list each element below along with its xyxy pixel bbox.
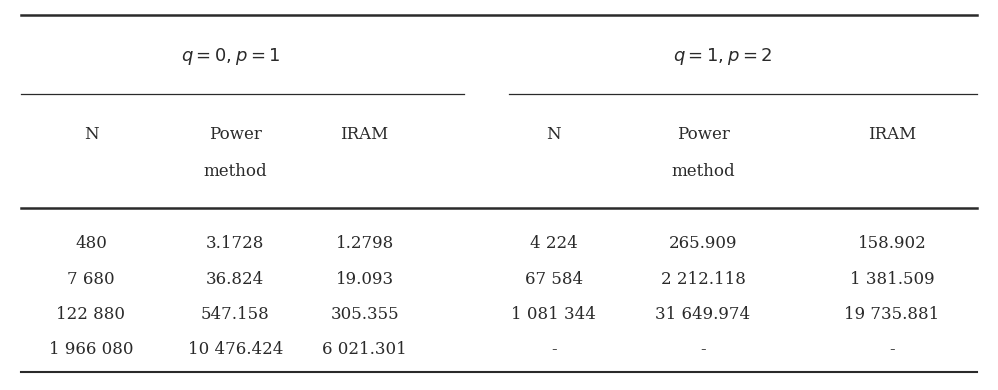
Text: 1.2798: 1.2798: [335, 235, 394, 252]
Text: -: -: [701, 341, 706, 358]
Text: 547.158: 547.158: [201, 306, 269, 323]
Text: 7 680: 7 680: [67, 271, 115, 288]
Text: Power: Power: [677, 126, 730, 143]
Text: 36.824: 36.824: [207, 271, 264, 288]
Text: 122 880: 122 880: [57, 306, 126, 323]
Text: $q = 0, p = 1$: $q = 0, p = 1$: [181, 46, 280, 67]
Text: 305.355: 305.355: [330, 306, 399, 323]
Text: 3.1728: 3.1728: [206, 235, 264, 252]
Text: method: method: [204, 163, 267, 180]
Text: 2 212.118: 2 212.118: [661, 271, 746, 288]
Text: IRAM: IRAM: [868, 126, 916, 143]
Text: N: N: [84, 126, 98, 143]
Text: 4 224: 4 224: [530, 235, 578, 252]
Text: 1 966 080: 1 966 080: [49, 341, 133, 358]
Text: 19.093: 19.093: [335, 271, 393, 288]
Text: $q = 1, p = 2$: $q = 1, p = 2$: [674, 46, 772, 67]
Text: IRAM: IRAM: [340, 126, 389, 143]
Text: 31 649.974: 31 649.974: [656, 306, 750, 323]
Text: 6 021.301: 6 021.301: [322, 341, 407, 358]
Text: 19 735.881: 19 735.881: [844, 306, 940, 323]
Text: 1 081 344: 1 081 344: [511, 306, 596, 323]
Text: 10 476.424: 10 476.424: [188, 341, 283, 358]
Text: 480: 480: [75, 235, 107, 252]
Text: 1 381.509: 1 381.509: [850, 271, 934, 288]
Text: method: method: [672, 163, 735, 180]
Text: -: -: [551, 341, 557, 358]
Text: 265.909: 265.909: [669, 235, 738, 252]
Text: 158.902: 158.902: [857, 235, 926, 252]
Text: Power: Power: [209, 126, 261, 143]
Text: 67 584: 67 584: [525, 271, 583, 288]
Text: -: -: [889, 341, 895, 358]
Text: N: N: [547, 126, 561, 143]
